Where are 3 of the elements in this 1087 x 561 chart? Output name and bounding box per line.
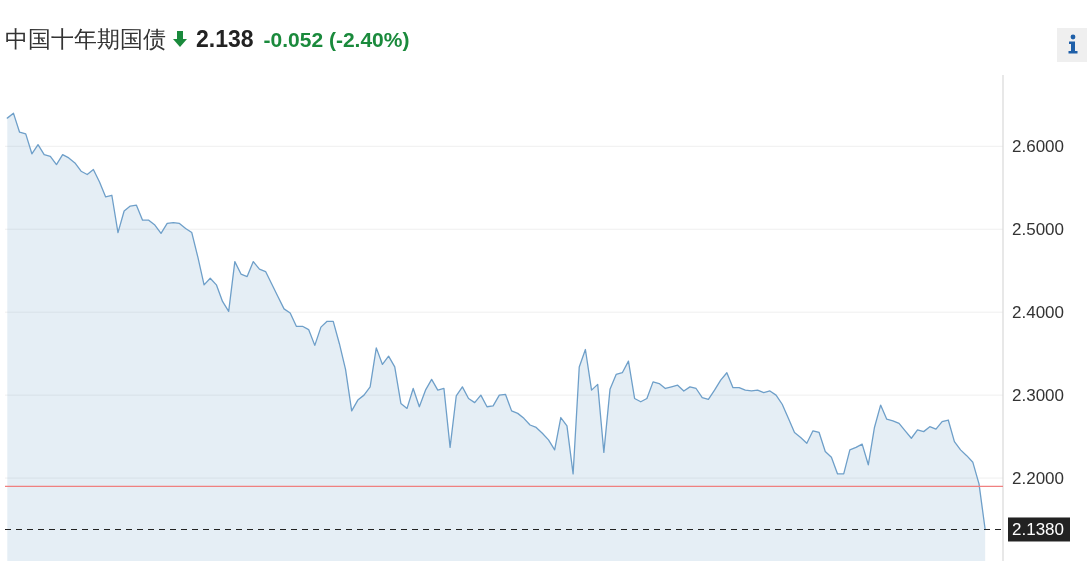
annotation: 2.138	[196, 26, 254, 52]
title: 中国十年期国债	[5, 26, 166, 52]
annotation: -0.052 (-2.40%)	[263, 28, 410, 51]
